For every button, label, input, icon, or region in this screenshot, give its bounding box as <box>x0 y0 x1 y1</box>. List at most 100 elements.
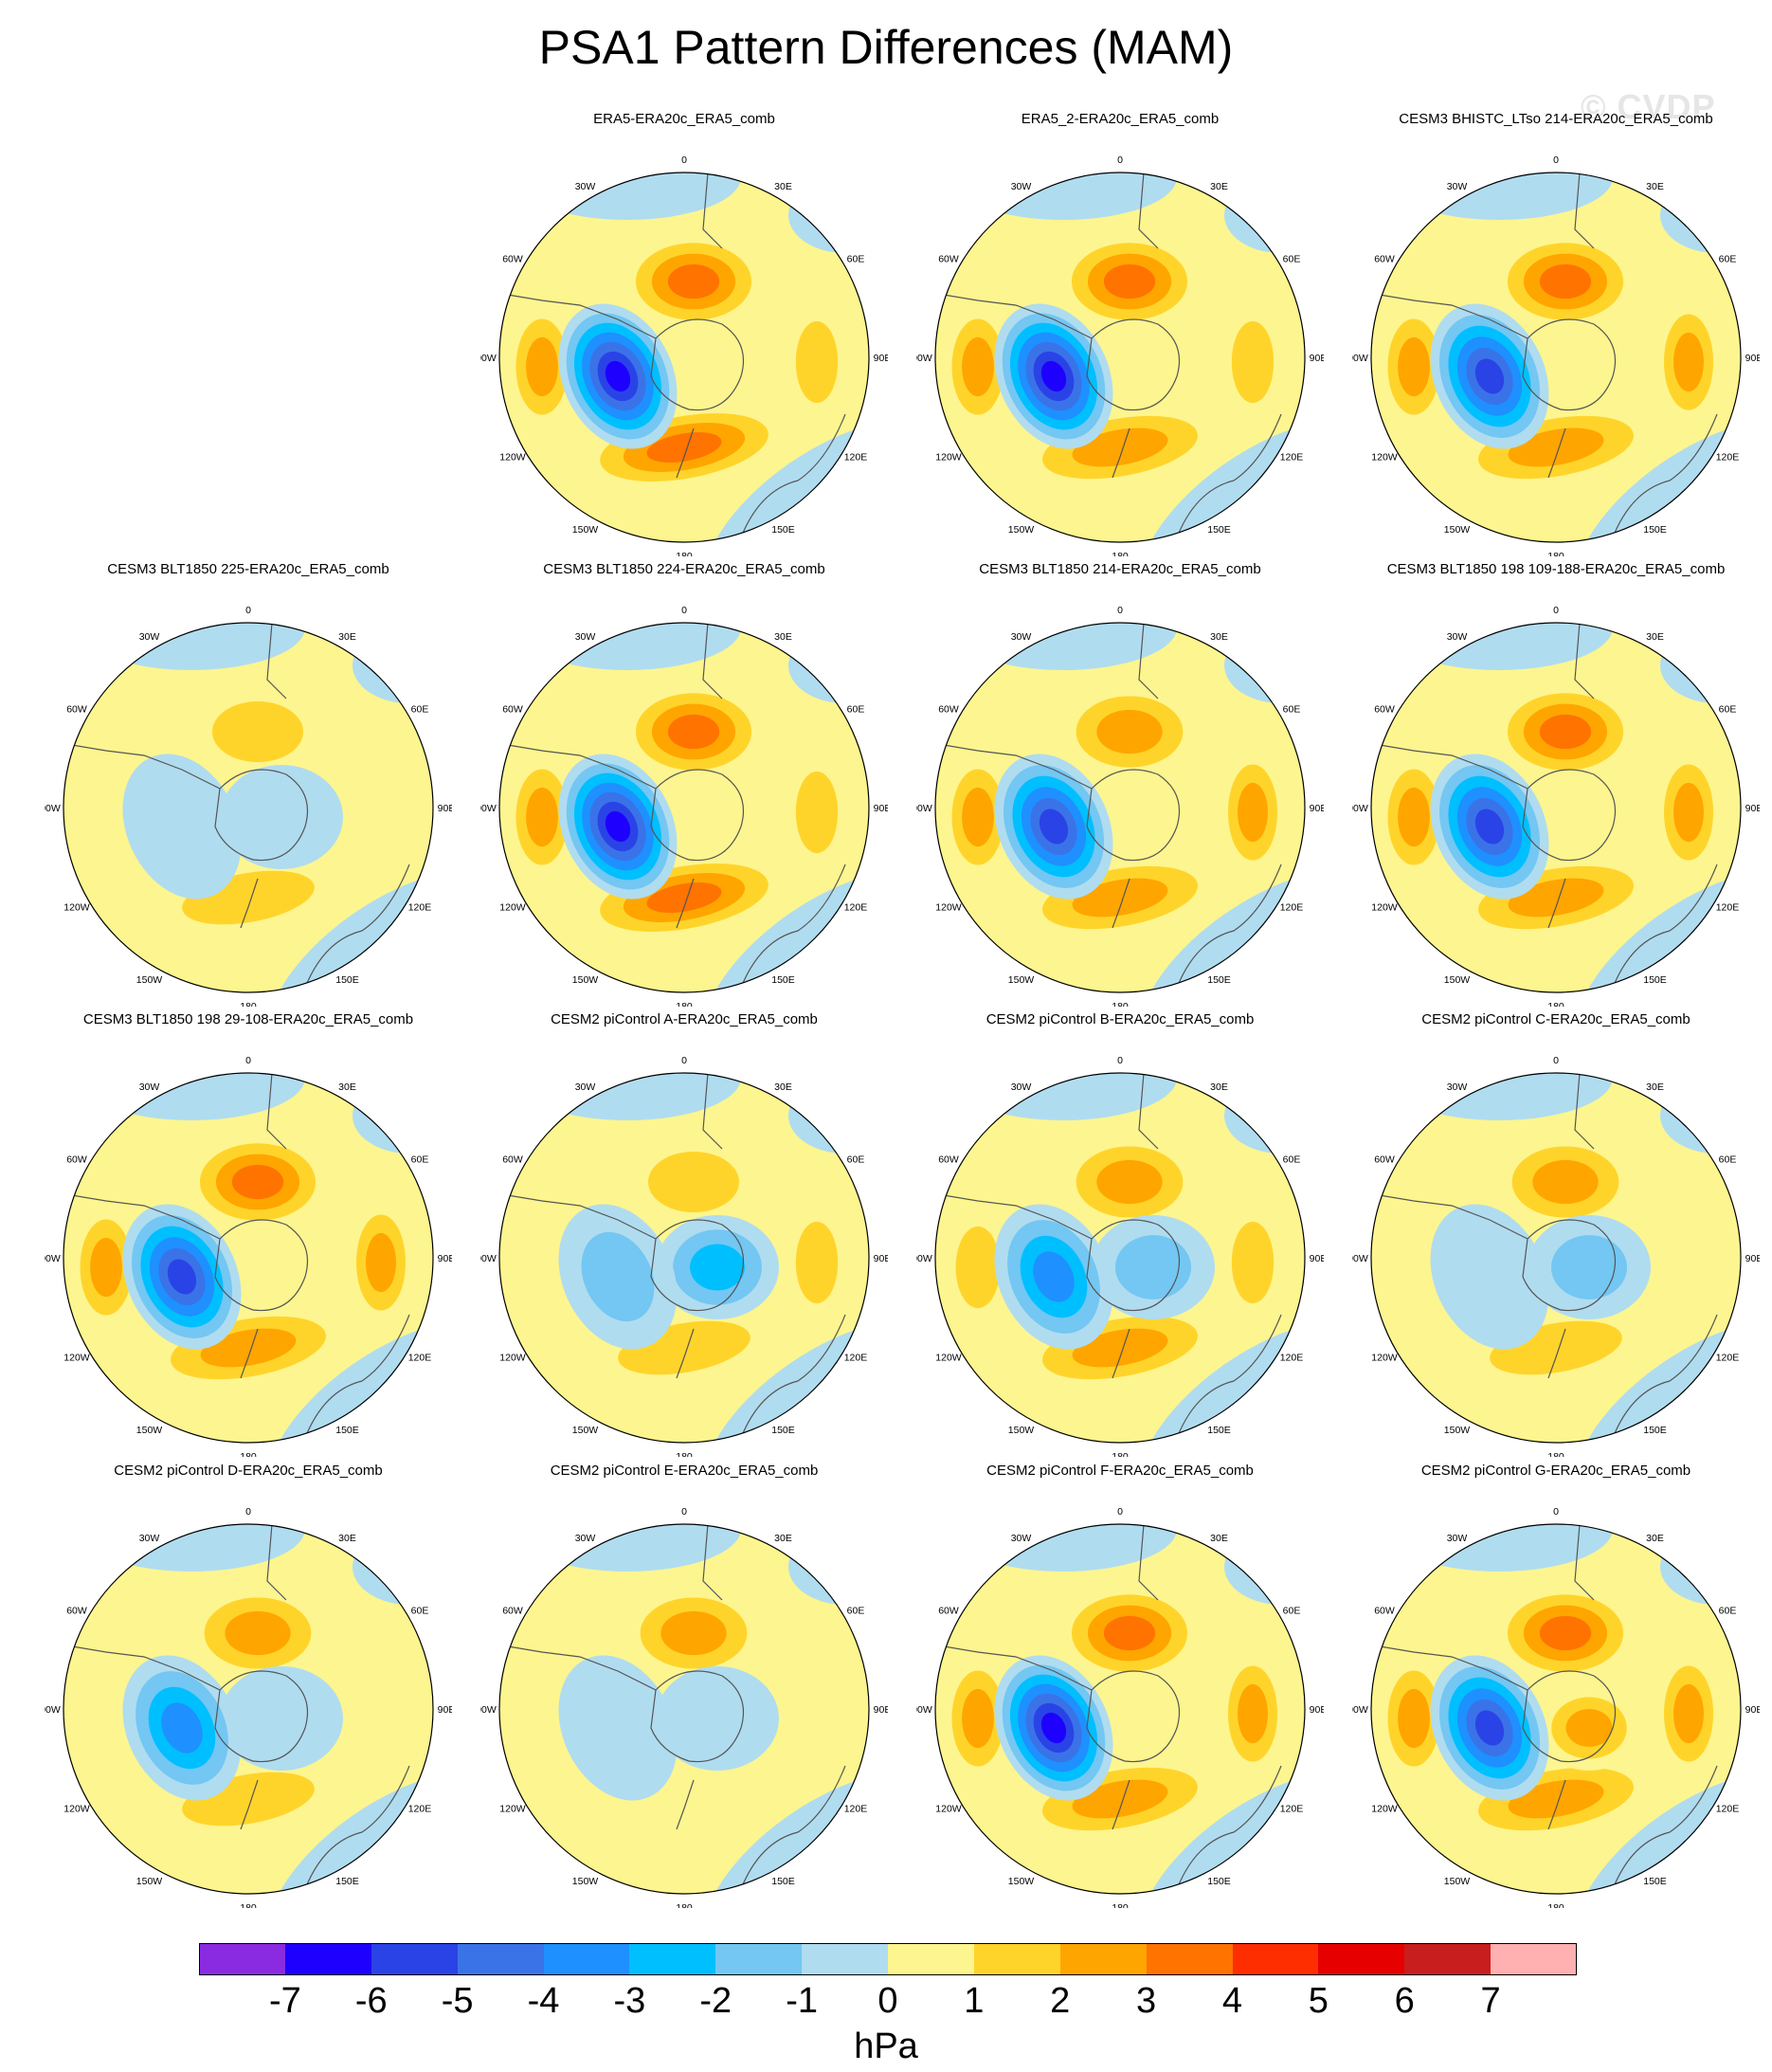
longitude-label: 90W <box>480 803 497 814</box>
longitude-label: 180 <box>240 1902 257 1908</box>
longitude-label: 120W <box>499 1353 526 1364</box>
east-positive-level-0 <box>783 1647 851 1780</box>
longitude-label: 120W <box>63 1353 90 1364</box>
longitude-label: 180 <box>1547 1001 1564 1007</box>
map-field <box>49 585 452 1007</box>
longitude-label: 0 <box>1553 154 1559 166</box>
longitude-label: 90W <box>1352 353 1368 364</box>
longitude-label: 30E <box>1646 1533 1664 1544</box>
polar-map: 0 30E 60E 90E 120E 150E 180 150W 120W 90W 60W 30W <box>916 1030 1324 1457</box>
longitude-label: 180 <box>1112 1902 1129 1908</box>
longitude-label: 30W <box>1447 1081 1468 1093</box>
longitude-label: 150E <box>771 524 795 536</box>
longitude-label: 60E <box>1719 1154 1737 1166</box>
longitude-label: 90E <box>1745 803 1760 814</box>
panel-title: CESM3 BLT1850 198 29-108-ERA20c_ERA5_com… <box>45 1011 452 1028</box>
panel-title: CESM2 piControl A-ERA20c_ERA5_comb <box>480 1011 888 1028</box>
map-field <box>921 1486 1324 1908</box>
colorbar-tick-label: 4 <box>1204 1981 1261 2021</box>
north-positive-level-3 <box>1104 1616 1155 1650</box>
centre-negative-level-1 <box>1115 1235 1191 1300</box>
longitude-label: 60E <box>1719 1606 1737 1617</box>
map-panel: CESM2 piControl E-ERA20c_ERA5_comb 0 30E 60… <box>480 1463 888 1908</box>
polar-map: 0 30E 60E 90E 120E 150E 180 150W 120W 90W 60W 30W <box>480 130 888 556</box>
longitude-label: 120W <box>935 1804 962 1815</box>
map-panel: CESM3 BLT1850 224-ERA20c_ERA5_comb 0 30E 60… <box>480 561 888 1007</box>
longitude-label: 30W <box>575 1533 596 1544</box>
longitude-label: 120W <box>935 452 962 463</box>
longitude-label: 30W <box>1011 1533 1032 1544</box>
north-positive-level-2 <box>1096 710 1162 754</box>
longitude-label: 90E <box>874 803 888 814</box>
longitude-label: 180 <box>676 551 693 556</box>
longitude-label: 60W <box>938 1606 959 1617</box>
east-positive-level-0 <box>347 746 415 879</box>
longitude-label: 60W <box>502 1154 523 1166</box>
longitude-label: 180 <box>1547 1451 1564 1457</box>
longitude-label: 0 <box>1553 605 1559 616</box>
longitude-label: 150E <box>1643 974 1667 986</box>
longitude-label: 90W <box>480 1253 497 1264</box>
colorbar-tick-label: -6 <box>343 1981 400 2021</box>
longitude-label: 60E <box>847 704 865 716</box>
longitude-label: 180 <box>1547 551 1564 556</box>
north-positive-level-3 <box>668 715 719 749</box>
longitude-label: 150W <box>1444 974 1471 986</box>
longitude-label: 90E <box>874 353 888 364</box>
longitude-label: 0 <box>1117 1055 1123 1066</box>
east-positive-level-1 <box>1232 321 1274 403</box>
longitude-label: 120E <box>1280 1353 1304 1364</box>
longitude-label: 150W <box>1444 1425 1471 1436</box>
west-positive-level-1 <box>956 1227 1001 1308</box>
colorbar-tick-label: 6 <box>1376 1981 1433 2021</box>
longitude-label: 150W <box>136 1425 163 1436</box>
longitude-label: 150E <box>335 1425 359 1436</box>
longitude-label: 150E <box>1643 1876 1667 1887</box>
figure-title: PSA1 Pattern Differences (MAM) <box>0 21 1772 74</box>
longitude-label: 120W <box>63 902 90 914</box>
longitude-label: 30E <box>1210 1081 1228 1093</box>
longitude-label: 90W <box>1352 1704 1368 1716</box>
longitude-label: 60E <box>411 1606 429 1617</box>
longitude-label: 150E <box>1643 1425 1667 1436</box>
longitude-label: 90W <box>45 803 61 814</box>
longitude-label: 60W <box>938 1154 959 1166</box>
north-positive-level-3 <box>668 264 719 299</box>
panel-title: CESM3 BLT1850 225-ERA20c_ERA5_comb <box>45 561 452 578</box>
longitude-label: 120W <box>499 1804 526 1815</box>
polar-map: 0 30E 60E 90E 120E 150E 180 150W 120W 90W 60W 30W <box>45 1030 452 1457</box>
longitude-label: 0 <box>681 1506 687 1518</box>
longitude-label: 90E <box>438 1704 452 1716</box>
longitude-label: 0 <box>1553 1506 1559 1518</box>
longitude-label: 120W <box>1371 902 1398 914</box>
longitude-label: 60W <box>66 1154 87 1166</box>
longitude-label: 150W <box>1008 974 1035 986</box>
panel-title: CESM3 BLT1850 214-ERA20c_ERA5_comb <box>916 561 1324 578</box>
west-positive-level-2 <box>962 788 994 846</box>
longitude-label: 90E <box>1310 353 1324 364</box>
longitude-label: 180 <box>676 1451 693 1457</box>
longitude-label: 120E <box>844 1353 868 1364</box>
longitude-label: 30E <box>338 1533 356 1544</box>
longitude-label: 0 <box>245 605 251 616</box>
longitude-label: 30E <box>774 1081 792 1093</box>
centre-positive-level-2 <box>1566 1709 1613 1747</box>
north-positive-level-3 <box>1540 1616 1591 1650</box>
longitude-label: 150E <box>771 1876 795 1887</box>
longitude-label: 120W <box>1371 1804 1398 1815</box>
colorbar-tick-label: -7 <box>257 1981 314 2021</box>
polar-map: 0 30E 60E 90E 120E 150E 180 150W 120W 90W 60W 30W <box>480 1030 888 1457</box>
longitude-label: 60W <box>1374 1606 1395 1617</box>
longitude-label: 90E <box>1310 803 1324 814</box>
panel-title: CESM2 piControl C-ERA20c_ERA5_comb <box>1352 1011 1760 1028</box>
longitude-label: 30W <box>1447 631 1468 643</box>
panel-title: CESM2 piControl D-ERA20c_ERA5_comb <box>45 1463 452 1480</box>
longitude-label: 60E <box>1283 254 1301 265</box>
east-positive-level-1 <box>1232 1222 1274 1303</box>
longitude-label: 180 <box>240 1451 257 1457</box>
longitude-label: 120E <box>1716 902 1740 914</box>
longitude-label: 30E <box>338 631 356 643</box>
longitude-label: 90W <box>916 1704 932 1716</box>
longitude-label: 180 <box>676 1902 693 1908</box>
panel-title: CESM2 piControl G-ERA20c_ERA5_comb <box>1352 1463 1760 1480</box>
